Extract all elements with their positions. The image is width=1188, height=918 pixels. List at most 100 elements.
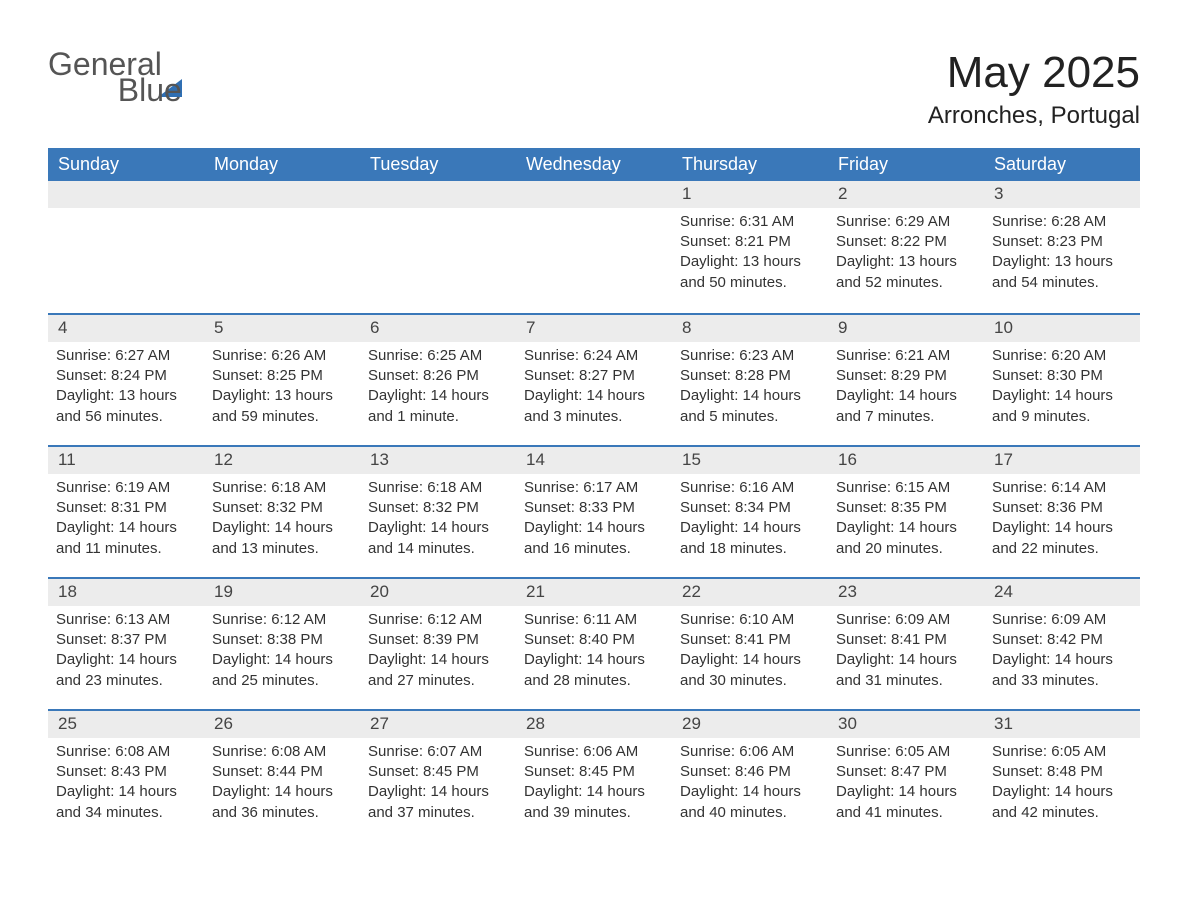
day-detail: Sunrise: 6:20 AMSunset: 8:30 PMDaylight:… [990,346,1134,427]
sunset: Sunset: 8:24 PM [56,366,196,386]
day-detail: Sunrise: 6:15 AMSunset: 8:35 PMDaylight:… [834,478,978,559]
sunrise: Sunrise: 6:12 AM [368,610,508,630]
weekday-header: Thursday [672,148,828,181]
day-number: 23 [828,579,984,606]
sunset: Sunset: 8:45 PM [524,762,664,782]
weekday-header: Tuesday [360,148,516,181]
daylight: Daylight: 14 hours and 39 minutes. [524,782,664,823]
sunset: Sunset: 8:48 PM [992,762,1132,782]
daylight: Daylight: 14 hours and 33 minutes. [992,650,1132,691]
location: Arronches, Portugal [928,102,1140,130]
sunset: Sunset: 8:36 PM [992,498,1132,518]
day-cell: 22Sunrise: 6:10 AMSunset: 8:41 PMDayligh… [672,579,828,709]
daylight: Daylight: 14 hours and 20 minutes. [836,518,976,559]
day-detail: Sunrise: 6:06 AMSunset: 8:45 PMDaylight:… [522,742,666,823]
day-cell: 16 Sunrise: 6:15 AMSunset: 8:35 PMDayligh… [828,447,984,577]
sunrise: Sunrise: 6:24 AM [524,346,664,366]
daylight: Daylight: 14 hours and 40 minutes. [680,782,820,823]
day-number: 17 [984,447,1140,474]
day-number [516,181,672,208]
sunrise: Sunrise: 6:31 AM [680,212,820,232]
day-number: 16 [828,447,984,474]
day-cell: 11 Sunrise: 6:19 AMSunset: 8:31 PMDayligh… [48,447,204,577]
day-cell: 27Sunrise: 6:07 AMSunset: 8:45 PMDayligh… [360,711,516,841]
day-cell [360,181,516,313]
day-number: 28 [516,711,672,738]
daylight: Daylight: 14 hours and 7 minutes. [836,386,976,427]
day-detail: Sunrise: 6:28 AMSunset: 8:23 PMDaylight:… [990,212,1134,293]
day-detail: Sunrise: 6:12 AMSunset: 8:38 PMDaylight:… [210,610,354,691]
day-cell [516,181,672,313]
weekday-header: Monday [204,148,360,181]
day-detail: Sunrise: 6:29 AMSunset: 8:22 PMDaylight:… [834,212,978,293]
week-row: 1Sunrise: 6:31 AMSunset: 8:21 PMDaylight… [48,181,1140,313]
day-number: 13 [360,447,516,474]
sunset: Sunset: 8:33 PM [524,498,664,518]
sunset: Sunset: 8:41 PM [836,630,976,650]
day-detail: Sunrise: 6:12 AMSunset: 8:39 PMDaylight:… [366,610,510,691]
day-number: 15 [672,447,828,474]
weekday-header: Sunday [48,148,204,181]
daylight: Daylight: 14 hours and 37 minutes. [368,782,508,823]
daylight: Daylight: 14 hours and 18 minutes. [680,518,820,559]
daylight: Daylight: 14 hours and 22 minutes. [992,518,1132,559]
daylight: Daylight: 14 hours and 30 minutes. [680,650,820,691]
day-cell: 21Sunrise: 6:11 AMSunset: 8:40 PMDayligh… [516,579,672,709]
day-number: 25 [48,711,204,738]
day-cell: 24Sunrise: 6:09 AMSunset: 8:42 PMDayligh… [984,579,1140,709]
day-detail: Sunrise: 6:31 AMSunset: 8:21 PMDaylight:… [678,212,822,293]
day-cell [48,181,204,313]
sunrise: Sunrise: 6:23 AM [680,346,820,366]
sunrise: Sunrise: 6:21 AM [836,346,976,366]
daylight: Daylight: 14 hours and 13 minutes. [212,518,352,559]
daylight: Daylight: 14 hours and 1 minute. [368,386,508,427]
day-number: 30 [828,711,984,738]
day-detail: Sunrise: 6:24 AMSunset: 8:27 PMDaylight:… [522,346,666,427]
daylight: Daylight: 14 hours and 41 minutes. [836,782,976,823]
daylight: Daylight: 14 hours and 31 minutes. [836,650,976,691]
daylight: Daylight: 13 hours and 56 minutes. [56,386,196,427]
daylight: Daylight: 13 hours and 59 minutes. [212,386,352,427]
day-number: 18 [48,579,204,606]
day-detail: Sunrise: 6:08 AMSunset: 8:43 PMDaylight:… [54,742,198,823]
day-cell: 26Sunrise: 6:08 AMSunset: 8:44 PMDayligh… [204,711,360,841]
day-detail: Sunrise: 6:21 AMSunset: 8:29 PMDaylight:… [834,346,978,427]
daylight: Daylight: 13 hours and 54 minutes. [992,252,1132,293]
day-cell: 15 Sunrise: 6:16 AMSunset: 8:34 PMDayligh… [672,447,828,577]
daylight: Daylight: 14 hours and 36 minutes. [212,782,352,823]
day-number: 4 [48,315,204,342]
logo: General Blue [48,48,182,106]
day-number: 11 [48,447,204,474]
daylight: Daylight: 14 hours and 14 minutes. [368,518,508,559]
daylight: Daylight: 14 hours and 5 minutes. [680,386,820,427]
day-cell: 18Sunrise: 6:13 AMSunset: 8:37 PMDayligh… [48,579,204,709]
day-cell: 12Sunrise: 6:18 AMSunset: 8:32 PMDayligh… [204,447,360,577]
day-detail: Sunrise: 6:08 AMSunset: 8:44 PMDaylight:… [210,742,354,823]
day-number: 31 [984,711,1140,738]
weekday-header: Saturday [984,148,1140,181]
sunrise: Sunrise: 6:10 AM [680,610,820,630]
day-cell: 14Sunrise: 6:17 AMSunset: 8:33 PMDayligh… [516,447,672,577]
sunset: Sunset: 8:35 PM [836,498,976,518]
day-number [204,181,360,208]
week-row: 11 Sunrise: 6:19 AMSunset: 8:31 PMDayligh… [48,445,1140,577]
sunrise: Sunrise: 6:08 AM [56,742,196,762]
day-detail: Sunrise: 6:19 AMSunset: 8:31 PMDaylight:… [54,478,198,559]
day-cell [204,181,360,313]
day-detail: Sunrise: 6:16 AMSunset: 8:34 PMDaylight:… [678,478,822,559]
daylight: Daylight: 14 hours and 11 minutes. [56,518,196,559]
title-block: May 2025 Arronches, Portugal [928,48,1140,130]
day-cell: 9Sunrise: 6:21 AMSunset: 8:29 PMDaylight… [828,315,984,445]
sunset: Sunset: 8:46 PM [680,762,820,782]
sunset: Sunset: 8:45 PM [368,762,508,782]
sunrise: Sunrise: 6:08 AM [212,742,352,762]
day-detail: Sunrise: 6:05 AMSunset: 8:47 PMDaylight:… [834,742,978,823]
day-number: 3 [984,181,1140,208]
day-cell: 25 Sunrise: 6:08 AMSunset: 8:43 PMDayligh… [48,711,204,841]
day-number: 10 [984,315,1140,342]
sunrise: Sunrise: 6:05 AM [836,742,976,762]
sunset: Sunset: 8:25 PM [212,366,352,386]
sunrise: Sunrise: 6:14 AM [992,478,1132,498]
weekday-header-row: SundayMondayTuesdayWednesdayThursdayFrid… [48,148,1140,181]
daylight: Daylight: 14 hours and 42 minutes. [992,782,1132,823]
